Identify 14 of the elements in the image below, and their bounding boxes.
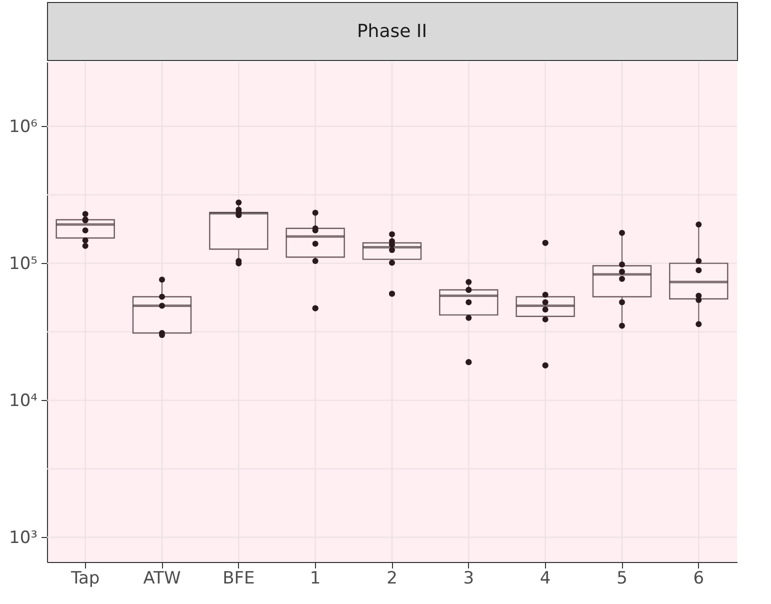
x-tick-label: 6	[693, 568, 704, 588]
y-tick-label: 10⁶	[9, 116, 38, 137]
x-tick-label: 4	[540, 568, 551, 588]
x-tick-label: 3	[463, 568, 474, 588]
y-tick-label: 10⁴	[9, 390, 38, 411]
chart-title: Phase II	[356, 21, 428, 42]
x-tick-label: Tap	[70, 568, 100, 588]
x-tick-label: ATW	[143, 568, 181, 588]
x-tick-label: 1	[310, 568, 321, 588]
y-tick-label: 10⁵	[9, 254, 38, 274]
y-tick-label: 10³	[9, 528, 38, 548]
x-tick-label: 5	[616, 568, 628, 588]
x-tick-label: 2	[386, 568, 398, 588]
x-tick-label: BFE	[222, 568, 255, 588]
